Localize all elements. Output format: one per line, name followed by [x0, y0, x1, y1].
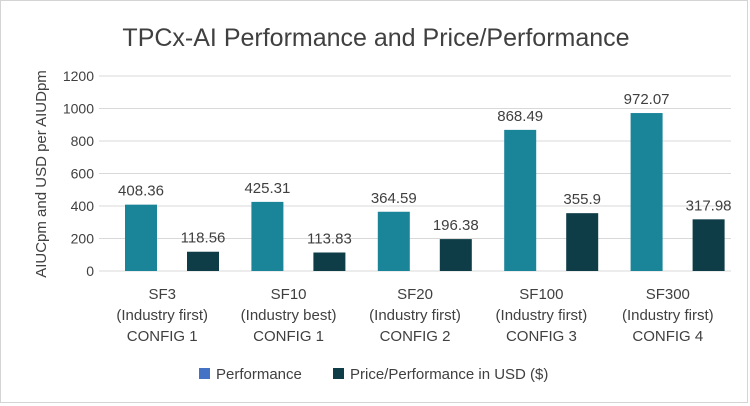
- category-label: (Industry first): [116, 307, 208, 324]
- y-tick-label: 400: [71, 198, 95, 214]
- category-label: CONFIG 3: [506, 328, 577, 345]
- grid: [99, 75, 731, 272]
- y-tick-label: 1000: [63, 101, 94, 117]
- legend-label: Price/Performance in USD ($): [350, 366, 548, 383]
- data-label: 113.83: [307, 231, 352, 248]
- category-label: SF3: [148, 286, 176, 303]
- bar: [439, 239, 472, 271]
- y-tick-label: 1200: [63, 68, 94, 84]
- bar: [566, 213, 599, 271]
- category-label: (Industry first): [496, 307, 588, 324]
- data-label: 408.36: [118, 183, 164, 200]
- category-label: SF20: [397, 286, 433, 303]
- data-labels: 408.36 118.56 425.31 113.83 364.59 196.38 868.…: [118, 91, 731, 247]
- category-label: SF100: [519, 286, 563, 303]
- bar: [630, 113, 663, 271]
- data-label: 972.07: [624, 91, 670, 108]
- y-axis-label: AIUCpm and USD per AIUDpm: [33, 70, 50, 278]
- y-tick-label: 200: [71, 231, 95, 247]
- bar: [692, 219, 725, 271]
- category-label: SF10: [271, 286, 307, 303]
- category-labels: SF3 (Industry first) CONFIG 1 SF10 (Industry…: [116, 286, 713, 345]
- data-label: 317.98: [686, 197, 732, 214]
- y-tick-label: 800: [71, 133, 95, 149]
- data-label: 425.31: [244, 180, 290, 197]
- bar: [187, 251, 219, 271]
- bar: [504, 129, 537, 271]
- category-label: (Industry first): [369, 307, 461, 324]
- data-label: 355.9: [563, 191, 601, 208]
- legend: Performance Price/Performance in USD ($): [199, 366, 548, 383]
- category-label: CONFIG 1: [253, 328, 324, 345]
- y-tick-label: 0: [86, 263, 94, 279]
- legend-swatch: [199, 368, 210, 379]
- y-axis-ticks: 0 200 400 600 800 1000 1200: [63, 68, 94, 279]
- category-label: (Industry first): [622, 307, 714, 324]
- legend-label: Performance: [216, 366, 302, 383]
- bar: [125, 204, 157, 271]
- chart-title: TPCx-AI Performance and Price/Performanc…: [122, 24, 629, 52]
- category-label: CONFIG 4: [632, 328, 703, 345]
- category-label: (Industry best): [241, 307, 337, 324]
- bar: [377, 211, 410, 271]
- data-label: 196.38: [433, 217, 479, 234]
- category-label: CONFIG 2: [380, 328, 451, 345]
- bar: [313, 252, 346, 271]
- bar: [251, 201, 284, 271]
- data-label: 364.59: [371, 190, 417, 207]
- data-label: 868.49: [497, 108, 543, 125]
- y-tick-label: 600: [71, 166, 95, 182]
- data-label: 118.56: [181, 230, 226, 247]
- category-label: CONFIG 1: [127, 328, 198, 345]
- bars: [125, 113, 725, 271]
- legend-swatch: [333, 368, 344, 379]
- category-label: SF300: [646, 286, 690, 303]
